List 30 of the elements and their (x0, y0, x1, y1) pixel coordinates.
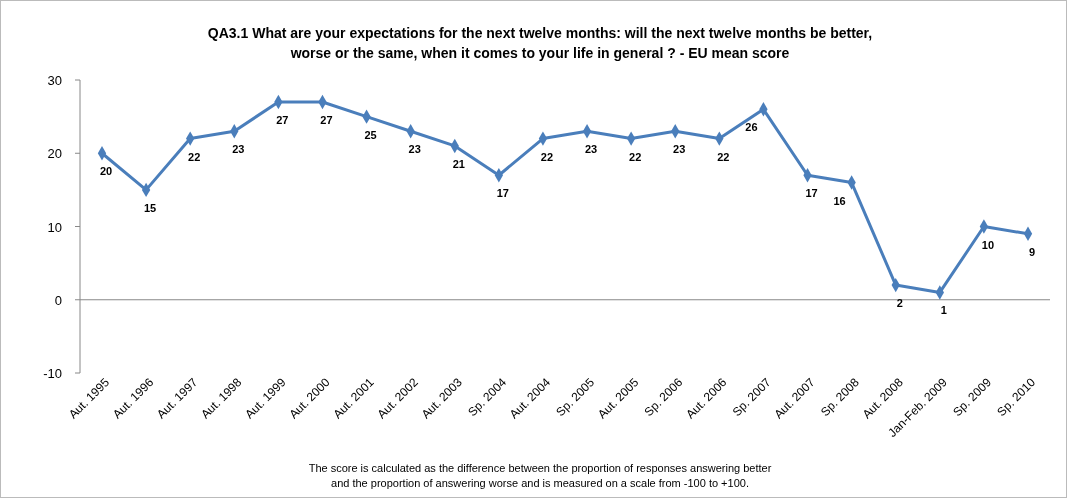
data-label: 25 (364, 128, 377, 141)
data-label: 17 (805, 187, 818, 200)
chart-title: QA3.1 What are your expectations for the next twelve months: will the next twelve months be better, worse or the same, when it comes to your life in general ? - EU mean score (207, 25, 873, 61)
data-label: 22 (188, 150, 201, 163)
data-label: 23 (584, 143, 598, 156)
data-label: 9 (1028, 245, 1036, 258)
y-tick-label: 0 (54, 292, 62, 308)
data-label: 26 (745, 121, 758, 134)
data-label: 22 (540, 150, 554, 163)
data-label: 23 (673, 143, 686, 156)
data-label: 16 (833, 194, 846, 207)
data-label: 27 (276, 113, 289, 126)
data-label: 21 (452, 157, 465, 170)
data-label: 15 (143, 201, 157, 214)
data-label: 20 (99, 165, 113, 178)
data-label: 22 (717, 150, 730, 163)
data-label: 17 (496, 187, 509, 200)
data-label: 23 (232, 143, 245, 156)
text: and the proportion of answering worse and is measured on a scale from -100 to +100. (331, 477, 749, 489)
text: The score is calculated as the difference between the proportion of responses answering better (308, 462, 772, 474)
data-label: 10 (981, 238, 995, 251)
data-label: 1 (940, 304, 947, 317)
y-tick-label: 30 (47, 73, 62, 88)
y-tick-label: -10 (43, 366, 62, 381)
data-label: 27 (320, 113, 333, 126)
data-label: 23 (408, 143, 421, 156)
y-tick-label: 20 (47, 146, 62, 162)
data-label: 22 (629, 150, 642, 163)
y-tick-label: 10 (47, 219, 62, 235)
data-label: 2 (896, 297, 903, 310)
